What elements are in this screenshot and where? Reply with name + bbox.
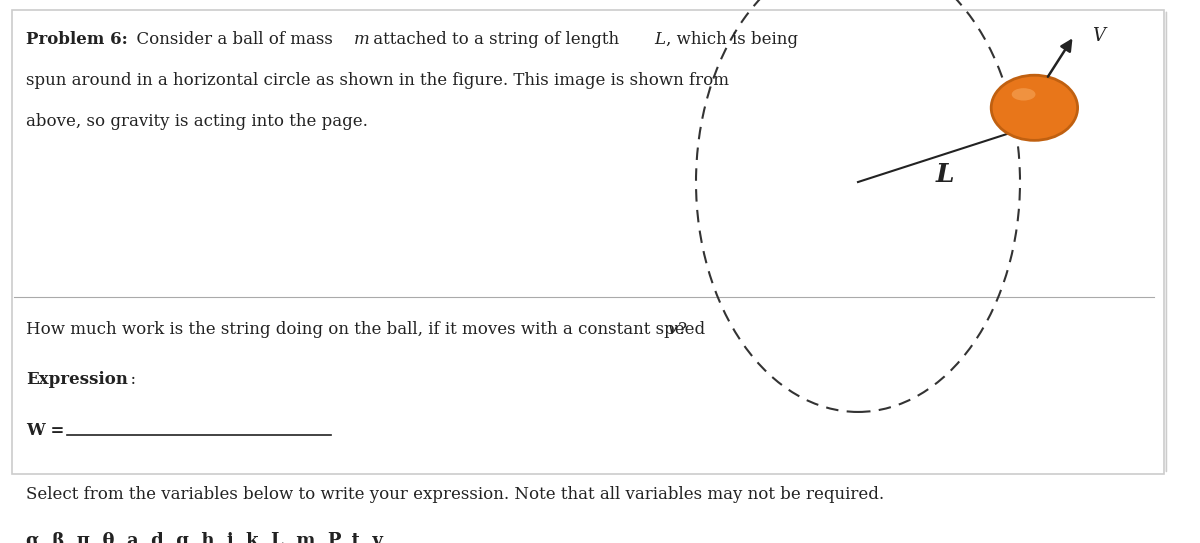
Ellipse shape xyxy=(1012,88,1036,100)
Text: L: L xyxy=(935,162,954,187)
Text: attached to a string of length: attached to a string of length xyxy=(368,31,625,48)
Text: spun around in a horizontal circle as shown in the figure. This image is shown f: spun around in a horizontal circle as sh… xyxy=(26,72,730,89)
Text: m: m xyxy=(354,31,370,48)
Text: Problem 6:: Problem 6: xyxy=(26,31,128,48)
Ellipse shape xyxy=(991,75,1078,140)
Text: v: v xyxy=(667,321,677,338)
Text: above, so gravity is acting into the page.: above, so gravity is acting into the pag… xyxy=(26,112,368,130)
Text: L: L xyxy=(654,31,665,48)
Text: W =: W = xyxy=(26,421,71,439)
Text: Expression: Expression xyxy=(26,371,128,388)
Text: How much work is the string doing on the ball, if it moves with a constant speed: How much work is the string doing on the… xyxy=(26,321,710,338)
Text: V: V xyxy=(1092,27,1105,45)
Text: α, β, π, θ, a, d, g, h, j, k, L, m, P, t, v: α, β, π, θ, a, d, g, h, j, k, L, m, P, t… xyxy=(26,532,383,543)
Text: ?: ? xyxy=(678,321,688,338)
Text: :: : xyxy=(120,371,136,388)
Text: Consider a ball of mass: Consider a ball of mass xyxy=(126,31,338,48)
Text: , which is being: , which is being xyxy=(666,31,798,48)
Text: Select from the variables below to write your expression. Note that all variable: Select from the variables below to write… xyxy=(26,486,884,503)
